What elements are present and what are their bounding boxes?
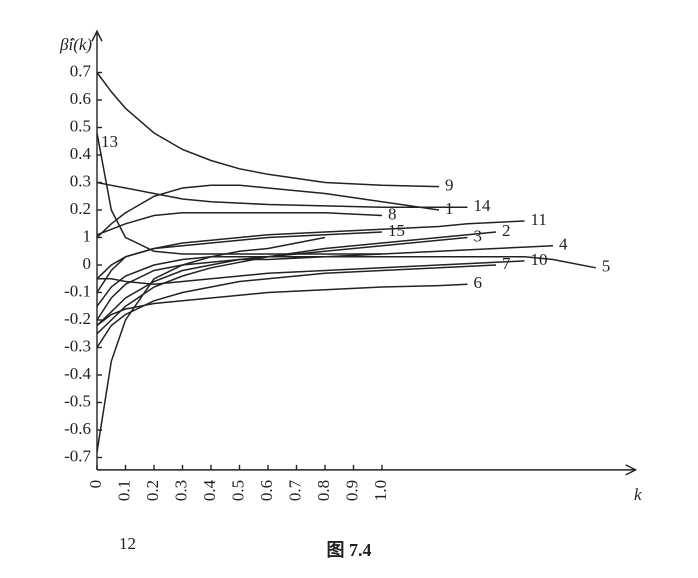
x-tick-label: 1.0 [371,480,390,501]
x-axis-arrow [625,464,638,476]
x-tick-label: 0 [86,480,105,489]
curve-label: 6 [474,273,483,292]
x-tick-label: 0.7 [285,479,304,501]
curve [96,72,440,188]
curve-label: 9 [445,176,454,195]
curve-label: 4 [559,235,568,254]
curve-label: 1 [445,199,454,218]
y-tick-label: -0.6 [64,419,91,438]
x-tick-label: 0.6 [257,480,276,501]
curve-label: 13 [101,132,118,151]
y-tick-label: -0.1 [64,281,91,300]
curve [96,212,383,236]
curve [96,245,554,321]
y-tick-label: -0.4 [64,364,91,383]
y-tick-label: 0.2 [70,199,91,218]
y-tick-label: 0.7 [70,61,92,80]
curve [96,283,468,327]
y-axis-arrow [91,29,103,42]
curve [97,260,525,286]
x-tick-label: 0.5 [228,480,247,501]
curve-label: 10 [531,250,548,269]
curve [96,264,497,348]
x-tick-label: 0.4 [200,479,219,501]
x-tick-label: 0.9 [342,480,361,501]
x-axis-label: k [634,485,642,504]
y-axis-label: β̂i(k) [59,35,92,54]
y-tick-label: 0.6 [70,89,91,108]
curve [96,181,468,209]
x-tick-label: 0.8 [314,480,333,501]
curve [96,236,468,327]
curve-label: 14 [474,196,492,215]
curve-label: 2 [502,221,511,240]
curve-label: 12 [119,534,136,553]
caption: 图 7.4 [327,540,372,560]
x-tick-label: 0.1 [114,480,133,501]
curve [96,256,596,307]
curve-label: 8 [388,204,397,223]
curve-label: 7 [502,254,511,273]
y-tick-label: -0.3 [64,336,91,355]
y-tick-label: -0.7 [64,446,91,465]
y-tick-label: 0.4 [70,144,92,163]
curve-label: 11 [531,210,547,229]
y-tick-label: 0.3 [70,171,91,190]
curve [96,184,440,239]
y-tick-label: -0.5 [64,391,91,410]
y-tick-label: -0.2 [64,309,91,328]
curve [96,132,382,255]
y-tick-label: 0.5 [70,116,91,135]
y-tick-label: 1 [83,226,92,245]
curve [96,236,326,453]
x-tick-label: 0.2 [143,480,162,501]
curve-label: 5 [602,257,611,276]
x-tick-label: 0.3 [171,480,190,501]
curve-label: 3 [474,226,483,245]
y-tick-label: 0 [83,254,92,273]
curve [96,231,497,335]
curve-label: 15 [388,221,405,240]
curve [96,231,383,280]
